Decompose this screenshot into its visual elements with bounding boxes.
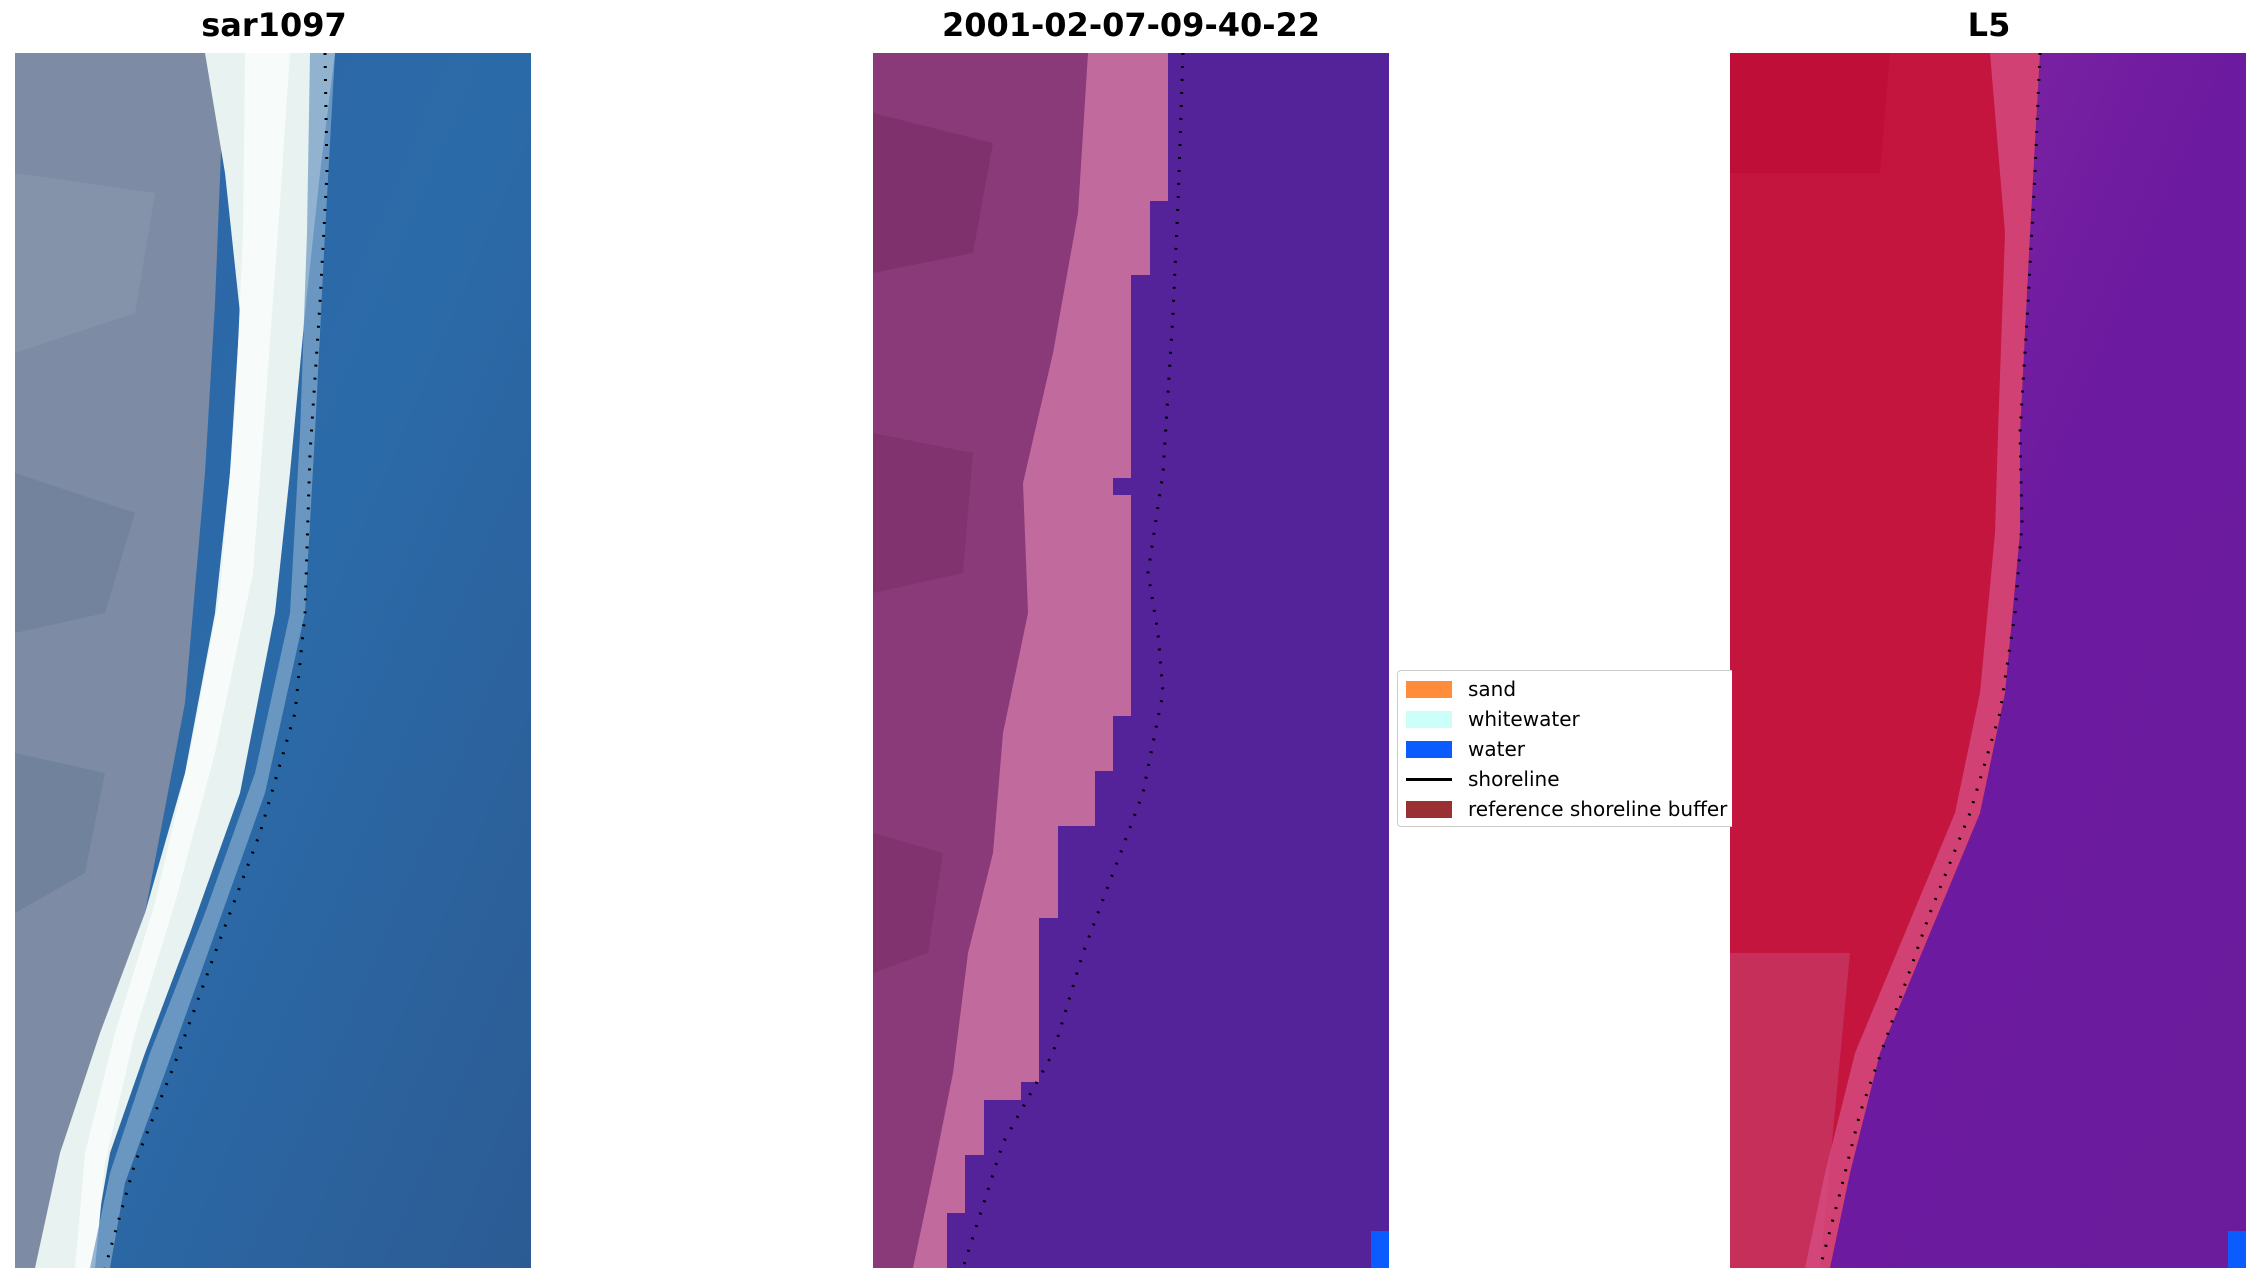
panel-title-l5: L5 bbox=[1967, 6, 2011, 44]
legend-item-reference-buffer: reference shoreline buffer bbox=[1406, 794, 1727, 824]
legend: sand whitewater water shoreline referenc… bbox=[1397, 670, 1732, 827]
panel-title-sar1097: sar1097 bbox=[201, 6, 347, 44]
rgb-image bbox=[15, 53, 531, 1268]
classified-image-panel bbox=[873, 53, 1389, 1268]
legend-label: sand bbox=[1468, 677, 1517, 701]
whitewater-swatch bbox=[1406, 710, 1452, 728]
legend-item-whitewater: whitewater bbox=[1406, 704, 1580, 734]
water-swatch bbox=[1406, 740, 1452, 758]
reference-buffer-swatch bbox=[1406, 800, 1452, 818]
legend-label: shoreline bbox=[1468, 767, 1560, 791]
panel-title-date: 2001-02-07-09-40-22 bbox=[941, 6, 1321, 44]
legend-item-shoreline: shoreline bbox=[1406, 764, 1560, 794]
legend-label: water bbox=[1468, 737, 1525, 761]
index-image bbox=[1730, 53, 2246, 1268]
classified-image bbox=[873, 53, 1389, 1268]
shoreline-line-icon bbox=[1406, 777, 1452, 781]
index-image-panel bbox=[1730, 53, 2246, 1268]
legend-label: whitewater bbox=[1468, 707, 1580, 731]
sand-swatch bbox=[1406, 680, 1452, 698]
rgb-image-panel bbox=[15, 53, 531, 1268]
legend-label: reference shoreline buffer bbox=[1468, 797, 1728, 821]
legend-item-sand: sand bbox=[1406, 674, 1516, 704]
legend-item-water: water bbox=[1406, 734, 1525, 764]
